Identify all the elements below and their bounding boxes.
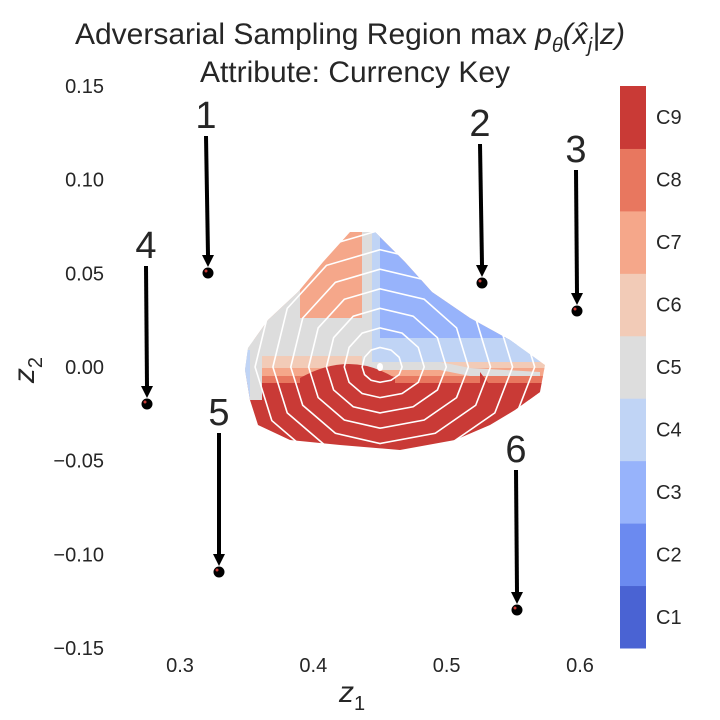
point-3-marker	[573, 307, 577, 311]
x-tick-label: 0.5	[433, 655, 461, 677]
point-1-marker	[204, 269, 208, 273]
point-4-marker	[143, 400, 147, 404]
point-6-marker	[513, 606, 517, 610]
point-2-marker	[478, 279, 482, 283]
colorbar-label: C1	[656, 607, 682, 629]
arrow-head-4	[141, 386, 153, 398]
arrow-shaft-1	[204, 135, 210, 256]
x-axis-label: z1	[338, 676, 365, 715]
colorbar-swatch-c9	[620, 86, 646, 149]
colorbar-swatch-c2	[620, 523, 646, 587]
contour-line-3	[325, 307, 448, 414]
contour-line-7	[254, 229, 536, 475]
arrow-head-2	[476, 265, 488, 277]
arrow-head-6	[511, 592, 523, 604]
colorbar-swatch-c1	[620, 585, 646, 649]
contour-line-1	[361, 346, 403, 384]
region-c9-bump	[300, 364, 395, 400]
y-tick-label: 0.10	[65, 170, 104, 192]
contour-line-5	[289, 268, 492, 445]
colorbar-swatch-c7	[620, 210, 646, 274]
point-label-2: 2	[469, 103, 490, 145]
point-label-1: 1	[195, 95, 216, 137]
annotation-arrows: 1 2 3 4 5 6	[135, 95, 587, 604]
colorbar-label: C5	[656, 357, 682, 379]
contour-line-2	[343, 327, 426, 399]
arrow-shaft-3	[574, 169, 579, 294]
point-1	[201, 266, 215, 280]
colorbar-label: C3	[656, 482, 682, 504]
chart-title-line1: Adversarial Sampling Region max pθ(x̂j|z…	[75, 18, 625, 57]
arrow-head-1	[202, 255, 214, 267]
chart-title-line2: Attribute: Currency Key	[200, 56, 510, 89]
x-tick-label: 0.3	[166, 655, 194, 677]
y-axis-ticks: 0.15 0.10 0.05 0.00 −0.05 −0.10 −0.15	[53, 76, 104, 660]
x-tick-label: 0.6	[566, 655, 594, 677]
colorbar-swatch-c6	[620, 273, 646, 337]
point-label-5: 5	[208, 392, 229, 434]
y-tick-label: 0.00	[65, 357, 104, 379]
arrow-shaft-4	[144, 265, 149, 387]
arrow-head-3	[571, 293, 583, 305]
colorbar-label: C9	[656, 107, 682, 129]
colorbar-label: C8	[656, 170, 682, 192]
point-4	[140, 397, 154, 411]
arrow-shaft-6	[514, 469, 519, 593]
point-3	[570, 304, 584, 318]
y-tick-label: −0.10	[53, 544, 104, 566]
point-5-marker	[215, 568, 219, 572]
x-tick-label: 0.4	[299, 655, 327, 677]
y-tick-label: 0.05	[65, 263, 104, 285]
point-label-4: 4	[135, 225, 156, 267]
region-c5-left	[245, 290, 300, 318]
density-contours	[254, 229, 536, 475]
contour-line-6	[272, 248, 514, 460]
point-6	[510, 603, 524, 617]
y-tick-label: −0.05	[53, 451, 104, 473]
y-axis-label: z2	[8, 357, 47, 384]
point-label-6: 6	[505, 429, 526, 471]
colorbar-label: C2	[656, 544, 682, 566]
colorbar-swatch-c3	[620, 460, 646, 524]
colorbar-label: C4	[656, 419, 682, 441]
colorbar-swatch-c8	[620, 148, 646, 212]
density-peak	[377, 363, 383, 371]
region-c4-edge	[245, 350, 250, 400]
point-5	[212, 565, 226, 579]
colorbar-label: C7	[656, 232, 682, 254]
contour-line-4	[307, 287, 470, 430]
point-label-3: 3	[565, 129, 586, 171]
y-tick-label: 0.15	[65, 76, 104, 98]
x-axis-ticks: 0.3 0.4 0.5 0.6	[166, 655, 594, 677]
colorbar-label: C6	[656, 295, 682, 317]
region-c7-band	[245, 368, 545, 378]
colorbar-swatch-c4	[620, 398, 646, 462]
colorbar-swatch-c5	[620, 335, 646, 399]
arrow-head-5	[213, 554, 225, 566]
arrow-shaft-2	[478, 143, 484, 266]
y-tick-label: −0.15	[53, 638, 104, 660]
point-2	[475, 276, 489, 290]
colorbar: C1 C2 C3 C4 C5 C6 C7 C8 C9	[620, 86, 682, 649]
